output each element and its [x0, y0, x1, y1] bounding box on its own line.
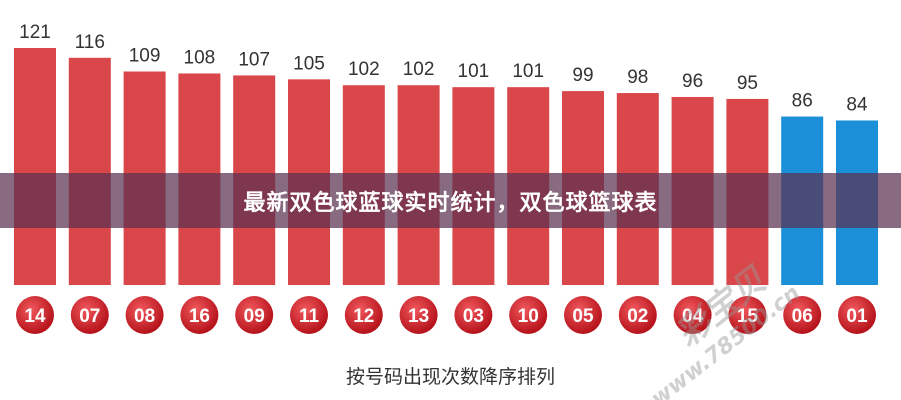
x-axis-label: 按号码出现次数降序排列 — [345, 366, 555, 388]
data-label-15: 95 — [737, 73, 758, 94]
tick-label-09: 09 — [244, 306, 265, 327]
ball-09 — [235, 296, 274, 334]
data-label-07: 116 — [75, 32, 105, 53]
tick-label-11: 11 — [299, 306, 320, 327]
data-label-14: 121 — [19, 22, 51, 43]
bar-14 — [14, 48, 56, 285]
ball-03 — [454, 296, 493, 334]
ball-10 — [509, 296, 548, 334]
ball-06 — [783, 296, 822, 334]
tick-label-06: 06 — [792, 306, 813, 327]
ball-07 — [70, 296, 109, 334]
data-label-02: 98 — [627, 67, 648, 88]
ball-11 — [290, 296, 328, 334]
ball-14 — [16, 296, 54, 334]
tick-label-07: 07 — [79, 306, 100, 327]
tick-label-15: 15 — [737, 306, 759, 327]
ball-01 — [838, 296, 876, 334]
tick-label-10: 10 — [518, 306, 539, 327]
tick-label-01: 01 — [846, 306, 868, 327]
tick-label-03: 03 — [463, 306, 484, 327]
ball-16 — [180, 296, 219, 334]
tick-label-13: 13 — [408, 306, 429, 327]
data-label-10: 101 — [512, 61, 544, 82]
data-label-13: 102 — [403, 59, 435, 80]
tick-label-04: 04 — [682, 306, 704, 327]
ball-08 — [125, 296, 164, 334]
tick-label-14: 14 — [24, 306, 46, 327]
tick-label-05: 05 — [572, 306, 594, 327]
data-label-08: 109 — [129, 46, 161, 67]
bar-07 — [68, 57, 111, 285]
ball-13 — [399, 296, 438, 334]
data-label-03: 101 — [458, 61, 490, 82]
ball-02 — [618, 296, 657, 334]
tick-label-12: 12 — [353, 306, 374, 327]
ball-04 — [673, 296, 712, 334]
data-label-01: 84 — [846, 94, 868, 115]
data-label-16: 108 — [184, 47, 216, 68]
data-label-05: 99 — [572, 65, 593, 86]
tick-label-08: 08 — [134, 306, 155, 327]
data-label-11: 105 — [293, 53, 325, 74]
data-label-04: 96 — [682, 71, 703, 92]
data-label-09: 107 — [238, 49, 270, 70]
tick-label-16: 16 — [189, 306, 210, 327]
data-label-06: 86 — [792, 91, 813, 112]
ball-12 — [344, 296, 383, 334]
ball-05 — [564, 296, 602, 334]
banner-title: 最新双色球蓝球实时统计，双色球篮球表 — [243, 190, 658, 216]
data-label-12: 102 — [348, 59, 380, 80]
title-banner: 最新双色球蓝球实时统计，双色球篮球表 — [0, 173, 901, 228]
ball-15 — [728, 296, 767, 334]
tick-label-02: 02 — [627, 306, 648, 327]
